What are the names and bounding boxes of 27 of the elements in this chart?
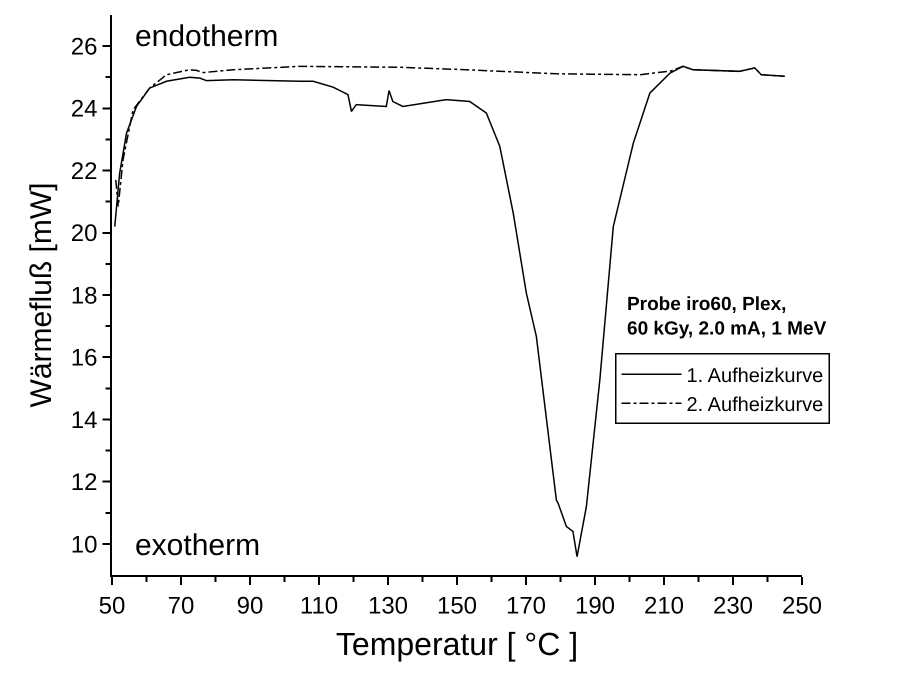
x-axis-title: Temperatur [ °C ]: [336, 626, 578, 662]
x-tick-label: 230: [712, 592, 754, 620]
x-tick-label: 170: [506, 592, 546, 620]
legend-title: Probe iro60, Plex, 60 kGy, 2.0 mA, 1 MeV: [627, 294, 827, 340]
legend-label: 1. Aufheizkurve: [686, 365, 824, 388]
x-tick-label: 150: [436, 592, 478, 620]
y-tick-label: 16: [70, 344, 98, 372]
y-tick-label: 20: [70, 220, 98, 248]
annotation: endotherm: [135, 20, 278, 53]
x-tick-label: 210: [644, 592, 684, 620]
y-tick-label: 24: [70, 96, 98, 123]
x-tick-label: 90: [236, 592, 264, 620]
x-tick-label: 50: [98, 592, 126, 620]
y-tick-label: 12: [70, 469, 98, 496]
y-tick-label: 14: [70, 406, 98, 434]
x-tick-label: 70: [168, 592, 194, 620]
legend-label: 2. Aufheizkurve: [686, 394, 824, 416]
annotation: exotherm: [135, 529, 260, 562]
y-tick-label: 18: [70, 282, 98, 310]
y-tick-label: 10: [70, 531, 98, 558]
y-axis-title: Wärmefluß [mW]: [25, 182, 58, 408]
x-tick-label: 250: [782, 592, 822, 620]
x-tick-label: 190: [574, 592, 616, 620]
x-tick-label: 110: [300, 592, 338, 620]
y-tick-label: 26: [70, 34, 98, 61]
y-tick-label: 22: [70, 158, 98, 185]
x-tick-label: 130: [368, 592, 408, 620]
